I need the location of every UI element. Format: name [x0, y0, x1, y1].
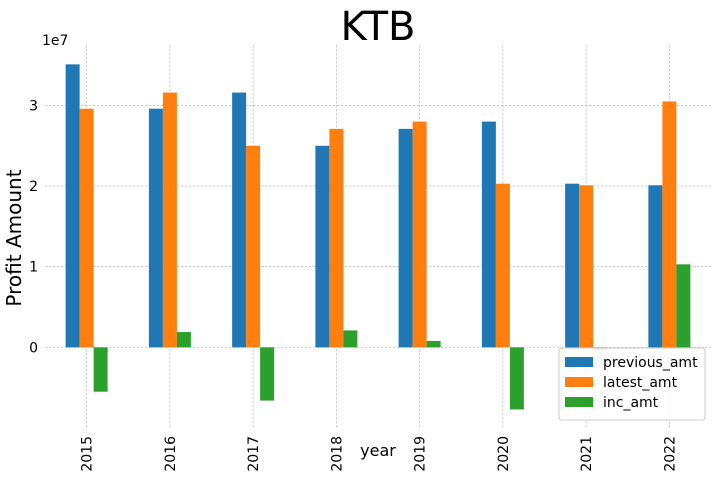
chart-title: KTB	[341, 4, 416, 50]
y-axis-title: Profit Amount	[2, 169, 26, 306]
bar-latest_amt-2022	[662, 101, 677, 348]
legend-label-latest_amt: latest_amt	[603, 375, 678, 391]
bar-latest_amt-2019	[412, 121, 427, 348]
x-tick-label: 2020	[496, 436, 512, 472]
bar-previous_amt-2019	[398, 128, 413, 348]
y-offset-label: 1e7	[42, 33, 68, 49]
bar-inc_amt-2020	[509, 347, 524, 410]
legend: previous_amt latest_amt inc_amt	[558, 347, 706, 421]
x-tick-label: 2018	[329, 436, 345, 472]
x-tick-label: 2022	[662, 436, 678, 472]
legend-box	[558, 347, 706, 421]
y-axis-ticks: 0 1 2 3	[29, 98, 38, 356]
bar-latest_amt-2018	[329, 128, 344, 348]
bar-previous_amt-2022	[648, 185, 663, 348]
bar-latest_amt-2016	[162, 92, 177, 348]
x-tick-label: 2015	[80, 436, 96, 472]
bar-inc_amt-2018	[343, 330, 358, 348]
y-tick-label: 2	[29, 179, 38, 195]
y-tick-label: 0	[29, 340, 38, 356]
x-axis-title: year	[360, 441, 396, 460]
bar-previous_amt-2016	[148, 108, 163, 348]
bar-previous_amt-2020	[481, 121, 496, 348]
legend-swatch-inc_amt	[565, 397, 593, 407]
bar-inc_amt-2019	[426, 340, 441, 348]
bar-inc_amt-2015	[93, 347, 108, 392]
x-axis-ticks: 2015 2016 2017 2018 2019 2020 2021 2022	[80, 436, 679, 472]
bar-latest_amt-2021	[579, 185, 594, 348]
x-tick-label: 2016	[163, 436, 179, 472]
legend-swatch-previous_amt	[565, 357, 593, 367]
grid	[45, 45, 711, 428]
bar-latest_amt-2015	[79, 108, 94, 348]
bar-latest_amt-2017	[246, 145, 261, 348]
bar-inc_amt-2022	[676, 264, 691, 348]
bar-inc_amt-2016	[176, 332, 191, 348]
y-tick-label: 3	[29, 98, 38, 114]
legend-swatch-latest_amt	[565, 377, 593, 387]
y-tick-label: 1	[29, 260, 38, 276]
bar-previous_amt-2021	[565, 183, 580, 348]
legend-label-inc_amt: inc_amt	[603, 395, 659, 411]
legend-label-previous_amt: previous_amt	[603, 355, 698, 371]
x-tick-label: 2017	[246, 436, 262, 472]
bar-latest_amt-2020	[495, 183, 510, 348]
bar-previous_amt-2015	[65, 64, 80, 348]
x-tick-label: 2021	[579, 436, 595, 472]
bars	[65, 64, 691, 410]
bar-inc_amt-2017	[260, 347, 275, 401]
bar-previous_amt-2018	[315, 145, 330, 348]
x-tick-label: 2019	[413, 436, 429, 472]
bar-previous_amt-2017	[232, 92, 247, 348]
